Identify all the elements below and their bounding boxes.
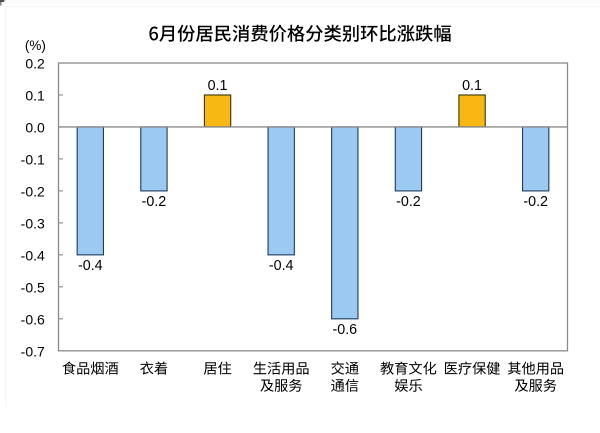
svg-text:-0.6: -0.6 [21, 311, 45, 327]
svg-text:0.1: 0.1 [25, 88, 45, 104]
svg-text:0.1: 0.1 [208, 78, 228, 94]
svg-text:(%): (%) [25, 38, 46, 53]
svg-text:0.0: 0.0 [25, 120, 45, 136]
svg-text:-0.2: -0.2 [523, 194, 548, 210]
svg-text:-0.4: -0.4 [78, 258, 103, 274]
svg-text:-0.2: -0.2 [21, 184, 45, 200]
svg-text:-0.4: -0.4 [21, 247, 45, 263]
svg-text:0.1: 0.1 [462, 78, 482, 94]
svg-text:-0.2: -0.2 [396, 194, 421, 210]
svg-text:-0.2: -0.2 [142, 194, 167, 210]
svg-text:-0.5: -0.5 [21, 279, 45, 295]
svg-text:-0.6: -0.6 [332, 322, 357, 338]
svg-text:-0.7: -0.7 [21, 343, 45, 359]
svg-text:-0.1: -0.1 [21, 152, 45, 168]
svg-text:0.2: 0.2 [25, 56, 45, 72]
svg-text:-0.3: -0.3 [21, 215, 45, 231]
svg-text:-0.4: -0.4 [269, 258, 294, 274]
